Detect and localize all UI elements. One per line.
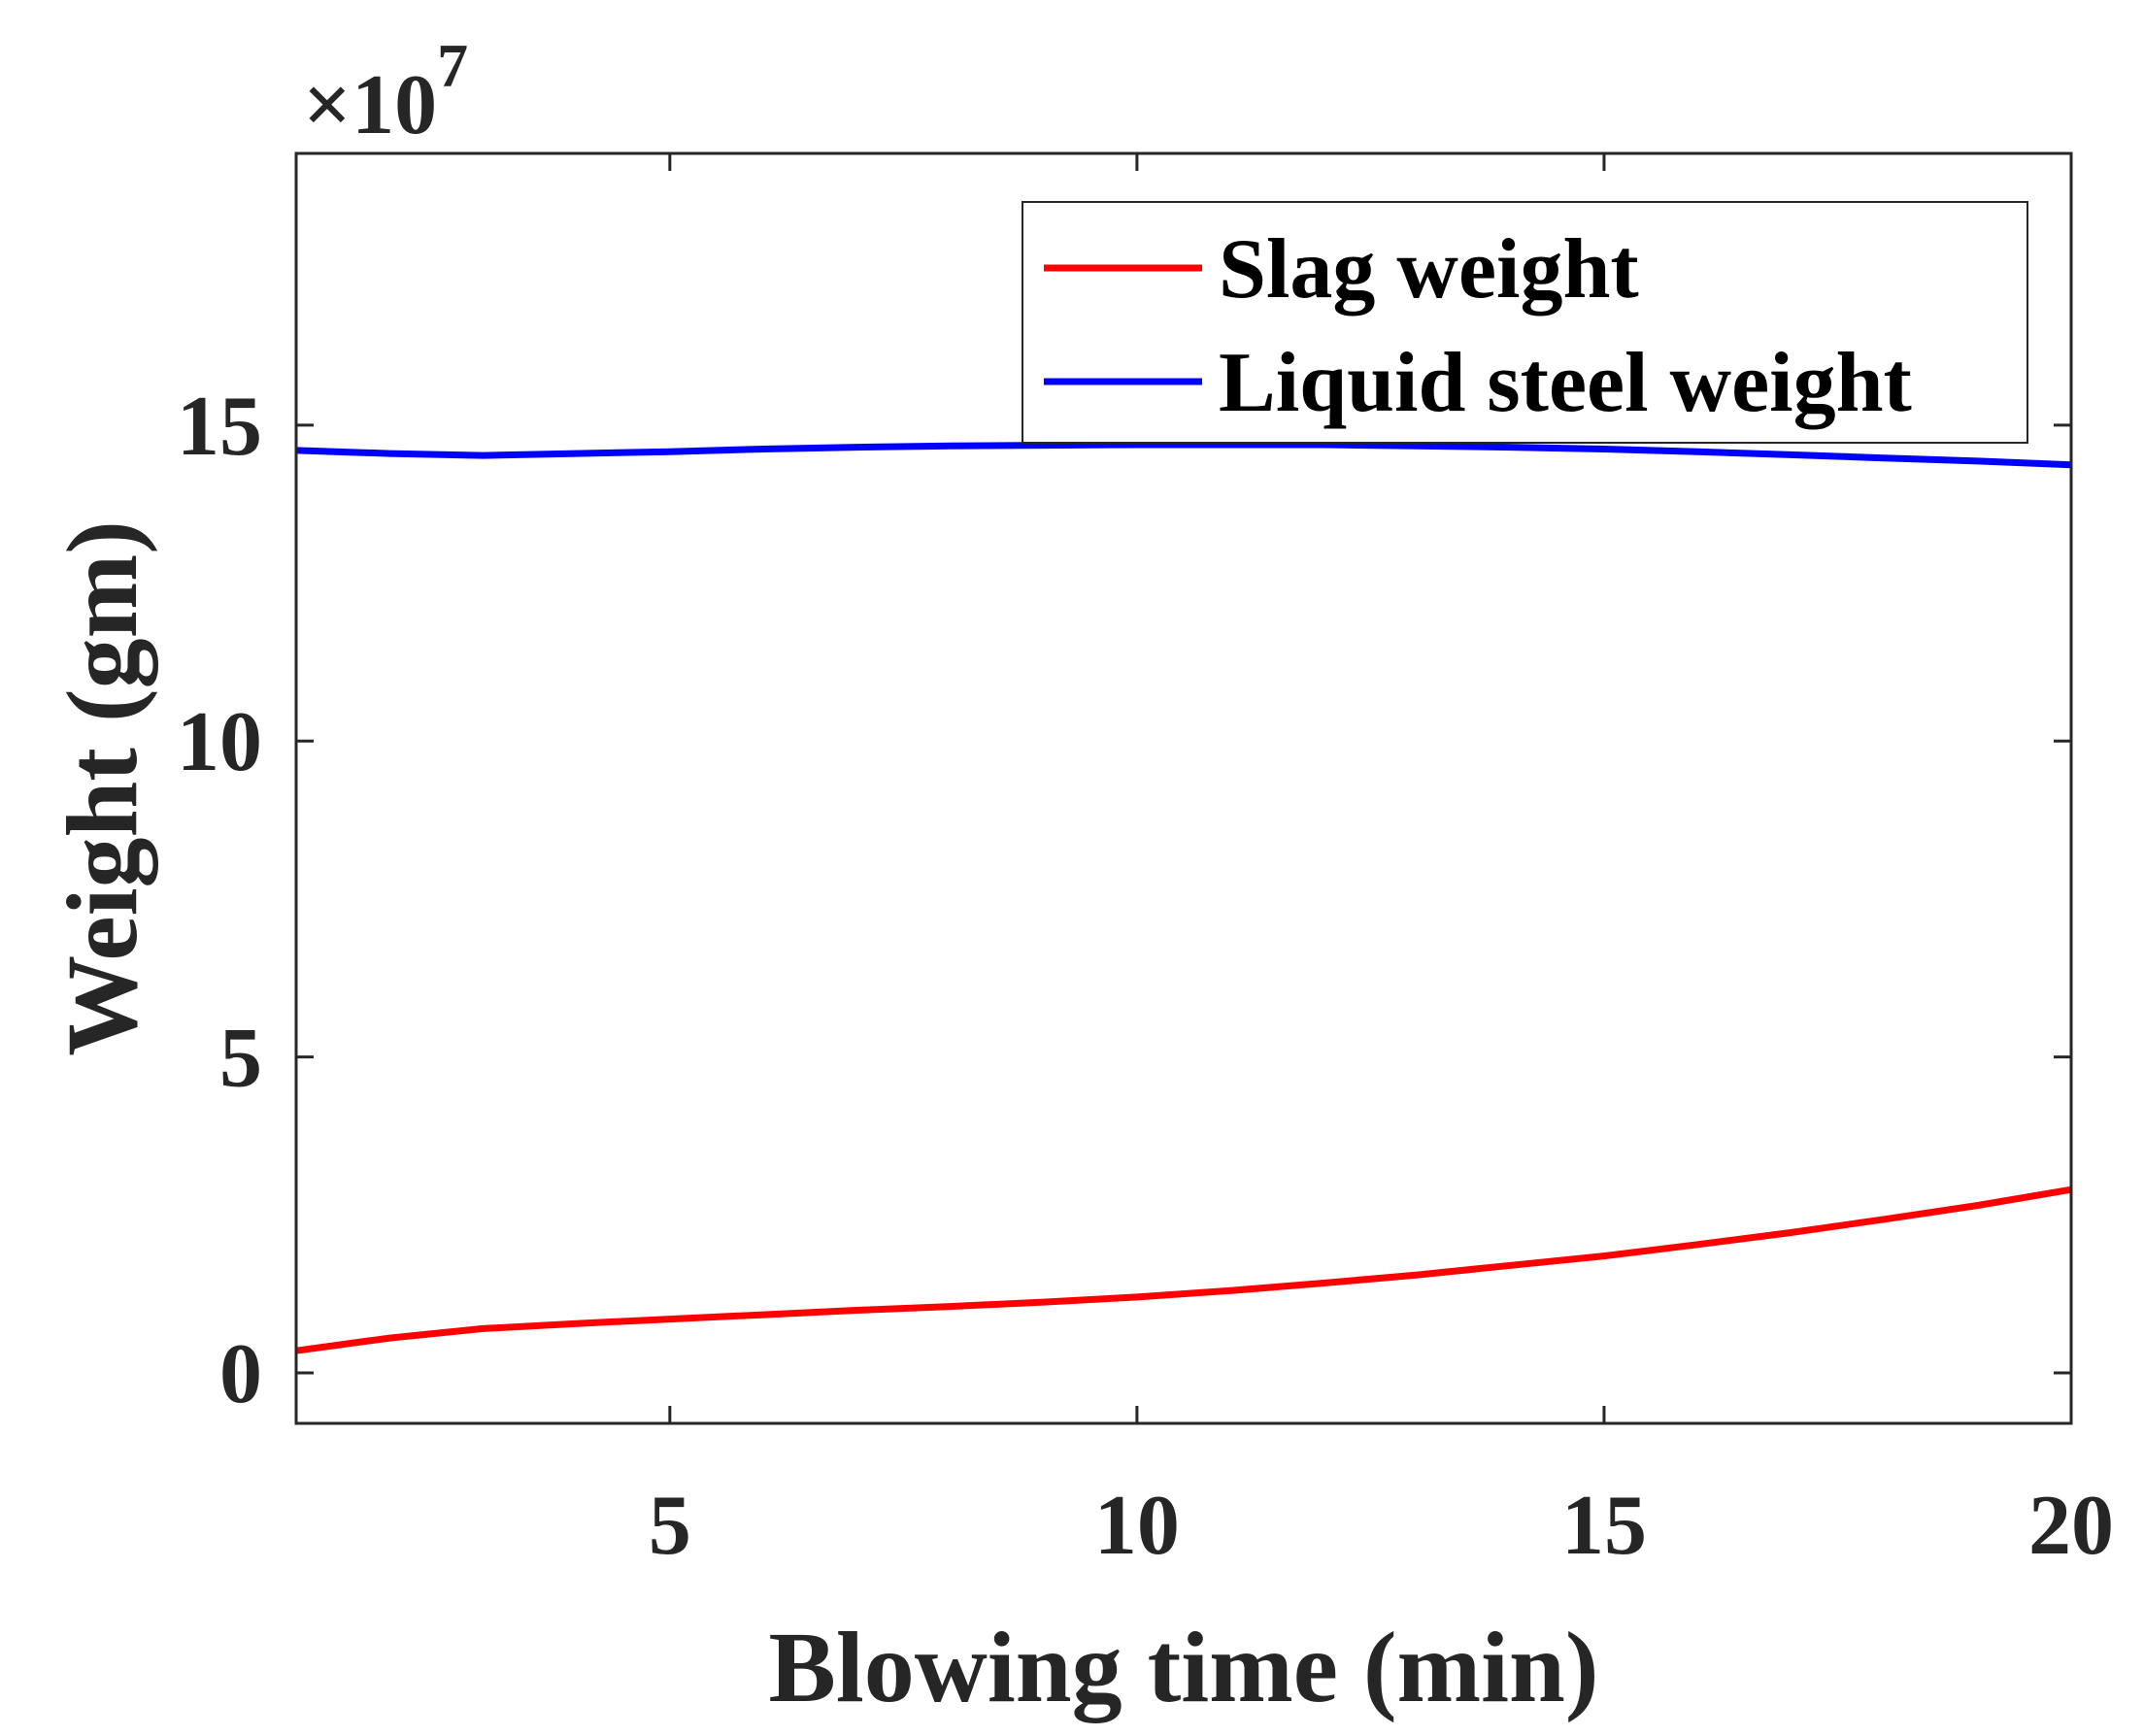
x-tick-label: 5 xyxy=(649,1479,691,1573)
series-line-liquid-steel-weight xyxy=(295,441,2072,469)
plot-area xyxy=(295,441,2072,1354)
legend-box xyxy=(1022,201,2028,444)
series-line-slag-weight xyxy=(295,1185,2072,1354)
legend-label: Slag weight xyxy=(1219,222,1639,317)
legend-label: Liquid steel weight xyxy=(1219,336,1912,430)
y-axis-title: Weight (gm) xyxy=(47,520,158,1056)
axes: 5 10 15 20 0 5 10 15 ×107 Blowing time (min) Weigh… xyxy=(47,31,2114,1723)
y-tick-label: 0 xyxy=(219,1327,262,1421)
legend: Slag weight Liquid steel weight xyxy=(1022,201,2028,444)
y-exponent-base: ×10 xyxy=(303,58,437,152)
y-exponent-label: ×107 xyxy=(303,31,468,152)
y-tick-label: 10 xyxy=(177,695,262,789)
y-tick-label: 5 xyxy=(219,1012,262,1106)
y-exponent-power: 7 xyxy=(437,31,468,100)
x-axis-title: Blowing time (min) xyxy=(768,1612,1598,1723)
y-tick-label: 15 xyxy=(177,380,262,474)
x-tick-label: 10 xyxy=(1094,1479,1180,1573)
axes-box xyxy=(294,151,2073,1425)
x-tick-label: 20 xyxy=(2028,1479,2114,1573)
x-tick-label: 15 xyxy=(1561,1479,1647,1573)
